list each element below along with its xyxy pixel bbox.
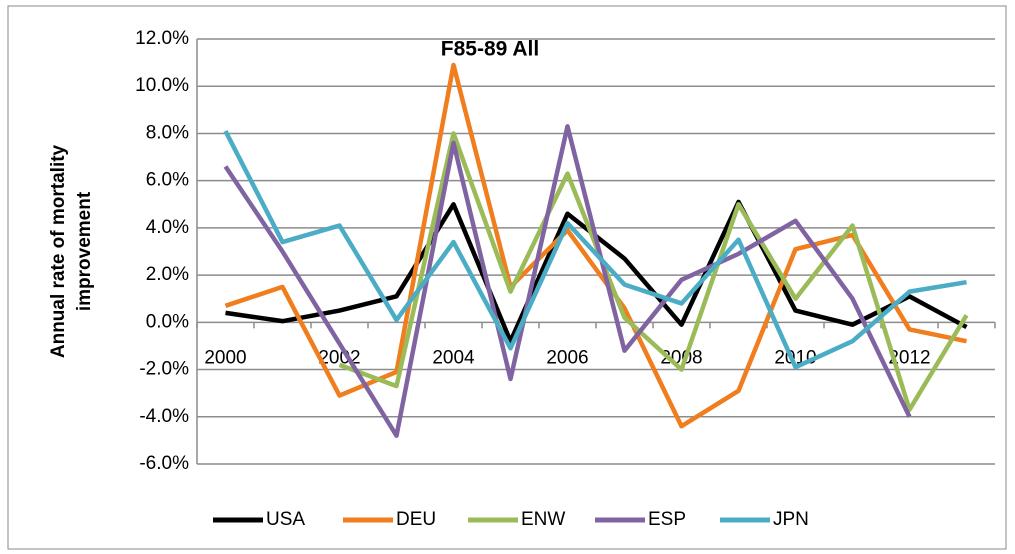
y-tick-label: 6.0% — [146, 170, 189, 191]
y-axis-title: Annual rate of mortality improvement — [48, 144, 95, 358]
series-line — [223, 124, 912, 438]
y-tick-label: -2.0% — [139, 359, 189, 380]
chart-title: F85-89 All — [441, 38, 539, 61]
y-tick-label: -6.0% — [139, 453, 189, 474]
x-tick-label: 2006 — [546, 347, 588, 368]
legend-label: DEU — [396, 509, 436, 530]
x-tick-label: 2004 — [432, 347, 475, 368]
y-tick-label: -4.0% — [139, 406, 189, 427]
y-axis-title-line: improvement — [74, 191, 95, 311]
y-tick-label: 0.0% — [146, 311, 189, 332]
x-tick-label: 2008 — [660, 347, 702, 368]
legend-label: ESP — [648, 509, 686, 530]
y-axis-title-line: Annual rate of mortality — [48, 144, 69, 358]
y-tick-label: 4.0% — [146, 217, 189, 238]
series-line — [338, 131, 969, 412]
y-tick-label: 2.0% — [146, 264, 189, 285]
x-tick-label: 2000 — [204, 347, 246, 368]
legend-label: USA — [266, 509, 305, 530]
x-tick-label: 2012 — [888, 347, 930, 368]
y-tick-label: 10.0% — [135, 75, 189, 96]
y-tick-label: 12.0% — [135, 28, 189, 49]
legend-label: JPN — [773, 509, 809, 530]
series-line — [223, 130, 967, 370]
y-tick-label: 8.0% — [146, 122, 189, 143]
legend-label: ENW — [521, 509, 565, 530]
